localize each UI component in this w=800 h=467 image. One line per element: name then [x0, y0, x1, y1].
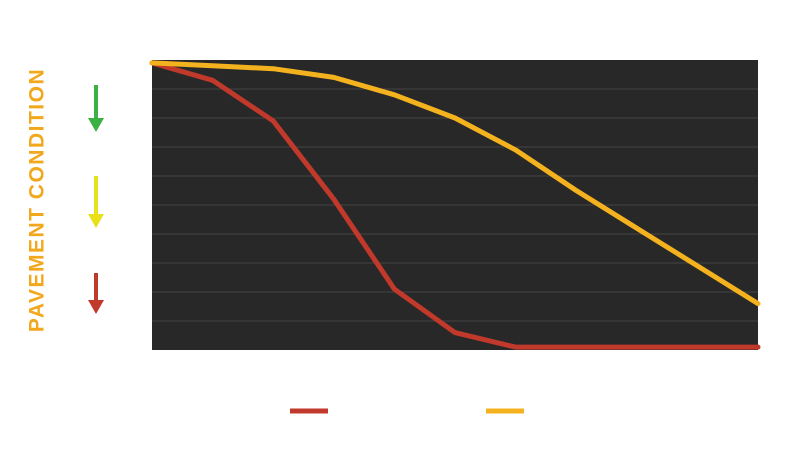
arrows — [88, 85, 104, 314]
arrow-head — [88, 118, 104, 132]
line — [149, 60, 761, 350]
arrow-head — [88, 214, 104, 228]
arrow-head — [88, 300, 104, 314]
y-axis-label: PAVEMENT CONDITION — [26, 68, 49, 332]
line — [149, 60, 761, 307]
